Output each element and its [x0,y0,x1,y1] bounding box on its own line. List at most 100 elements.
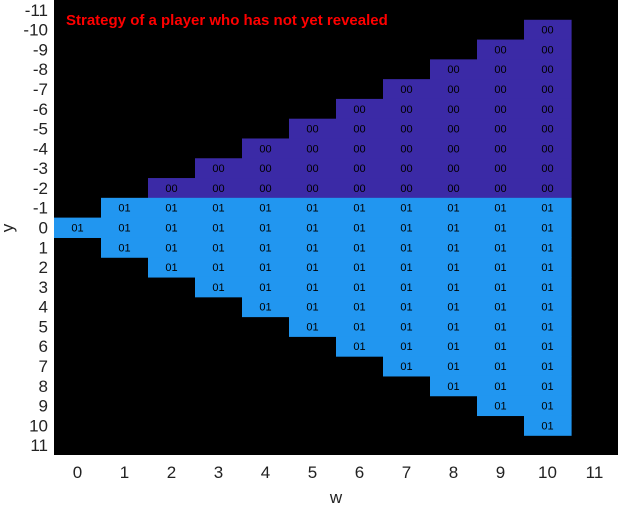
heatmap-cell-w10-y2 [524,257,572,278]
heatmap-cell-w9-y9 [477,395,525,417]
cell-label-w1-y-1: 01 [118,203,130,215]
heatmap-cell-w8-y-6 [430,98,478,120]
cell-label-w10-y-7: 00 [541,84,553,96]
cell-label-w7-y-5: 00 [400,124,412,136]
heatmap-cell-w7-y-4 [383,138,431,159]
heatmap-cell-w7-y5 [383,316,431,337]
y-tick-label: -3 [33,159,48,178]
cell-label-w5-y-3: 00 [306,163,318,175]
heatmap-cell-w10-y8 [524,375,572,397]
heatmap-cell-w1-y0 [101,217,149,238]
cell-label-w10-y7: 01 [541,361,553,373]
heatmap-cell-w2-y-1 [148,197,196,219]
cell-label-w5-y-5: 00 [306,124,318,136]
cell-label-w8-y-5: 00 [447,124,459,136]
cell-label-w9-y4: 01 [494,302,506,314]
heatmap-cell-w4-y2 [242,257,290,278]
heatmap-cell-w9-y-7 [477,79,525,100]
heatmap-cell-w9-y0 [477,217,525,238]
heatmap-cell-w3-y2 [195,257,243,278]
y-tick-label: -11 [25,1,48,20]
cell-label-w8-y-6: 00 [447,104,459,116]
cell-label-w4-y2: 01 [259,262,271,274]
cell-label-w7-y6: 01 [400,341,412,353]
cell-label-w4-y3: 01 [259,282,271,294]
x-tick-label: 5 [308,463,317,482]
heatmap-cell-w10-y-8 [524,59,572,80]
cell-label-w7-y2: 01 [400,262,412,274]
cell-label-w2-y2: 01 [165,262,177,274]
cell-label-w9-y-8: 00 [494,64,506,76]
heatmap-cell-w4-y-4 [242,138,290,159]
heatmap-cell-w6-y1 [336,237,384,258]
heatmap-cell-w7-y-7 [383,79,431,100]
cell-label-w10-y-9: 00 [541,44,553,56]
x-tick-label: 9 [496,463,505,482]
cell-label-w7-y3: 01 [400,282,412,294]
cell-label-w10-y2: 01 [541,262,553,274]
y-tick-label: -9 [33,40,48,59]
heatmap-cell-w10-y5 [524,316,572,337]
cell-label-w7-y1: 01 [400,242,412,254]
cell-label-w7-y4: 01 [400,302,412,314]
cell-label-w2-y-1: 01 [165,203,177,215]
cell-label-w4-y-4: 00 [259,143,271,155]
heatmap-cells: 01 01 01 01 00 01 01 01 01 00 00 01 01 01 01 01 00 00 00 01… [54,19,572,436]
heatmap-cell-w7-y7 [383,356,431,377]
heatmap-cell-w6-y5 [336,316,384,337]
cell-label-w9-y3: 01 [494,282,506,294]
cell-label-w5-y-2: 00 [306,183,318,195]
cell-label-w4-y0: 01 [259,223,271,235]
heatmap-cell-w4-y1 [242,237,290,258]
cell-label-w6-y3: 01 [353,282,365,294]
heatmap-cell-w4-y-2 [242,178,290,199]
heatmap-cell-w8-y4 [430,296,478,318]
heatmap-cell-w9-y1 [477,237,525,258]
cell-label-w8-y6: 01 [447,341,459,353]
heatmap-cell-w7-y4 [383,296,431,318]
x-tick-label: 0 [73,463,82,482]
heatmap-cell-w6-y4 [336,296,384,318]
cell-label-w8-y3: 01 [447,282,459,294]
cell-label-w9-y-5: 00 [494,124,506,136]
heatmap-cell-w8-y-3 [430,158,478,179]
heatmap-cell-w9-y6 [477,336,525,357]
heatmap-cell-w9-y4 [477,296,525,318]
heatmap-cell-w5-y-5 [289,118,337,140]
heatmap-cell-w3-y0 [195,217,243,238]
heatmap-cell-w8-y-7 [430,79,478,100]
heatmap-cell-w7-y-3 [383,158,431,179]
cell-label-w10-y1: 01 [541,242,553,254]
heatmap-cell-w9-y-8 [477,59,525,80]
cell-label-w4-y-3: 00 [259,163,271,175]
cell-label-w8-y-4: 00 [447,143,459,155]
cell-label-w6-y-4: 00 [353,143,365,155]
heatmap-cell-w6-y-3 [336,158,384,179]
y-tick-label: 10 [29,416,48,435]
cell-label-w5-y3: 01 [306,282,318,294]
cell-label-w5-y5: 01 [306,321,318,333]
cell-label-w3-y-1: 01 [212,203,224,215]
cell-label-w5-y1: 01 [306,242,318,254]
y-tick-label: 8 [39,377,48,396]
heatmap-cell-w5-y-3 [289,158,337,179]
heatmap-cell-w10-y-3 [524,158,572,179]
heatmap-cell-w8-y2 [430,257,478,278]
cell-label-w10-y-10: 00 [541,25,553,37]
cell-label-w8-y1: 01 [447,242,459,254]
cell-label-w8-y2: 01 [447,262,459,274]
heatmap-cell-w5-y-4 [289,138,337,159]
heatmap-cell-w2-y1 [148,237,196,258]
cell-label-w9-y5: 01 [494,321,506,333]
heatmap-cell-w10-y-6 [524,98,572,120]
heatmap-cell-w8-y-1 [430,197,478,219]
y-tick-label: -5 [33,120,48,139]
cell-label-w0-y0: 01 [71,223,83,235]
heatmap-cell-w4-y3 [242,276,290,298]
heatmap-cell-w9-y8 [477,375,525,397]
cell-label-w10-y-8: 00 [541,64,553,76]
heatmap-cell-w8-y3 [430,276,478,298]
heatmap-cell-w5-y5 [289,316,337,337]
